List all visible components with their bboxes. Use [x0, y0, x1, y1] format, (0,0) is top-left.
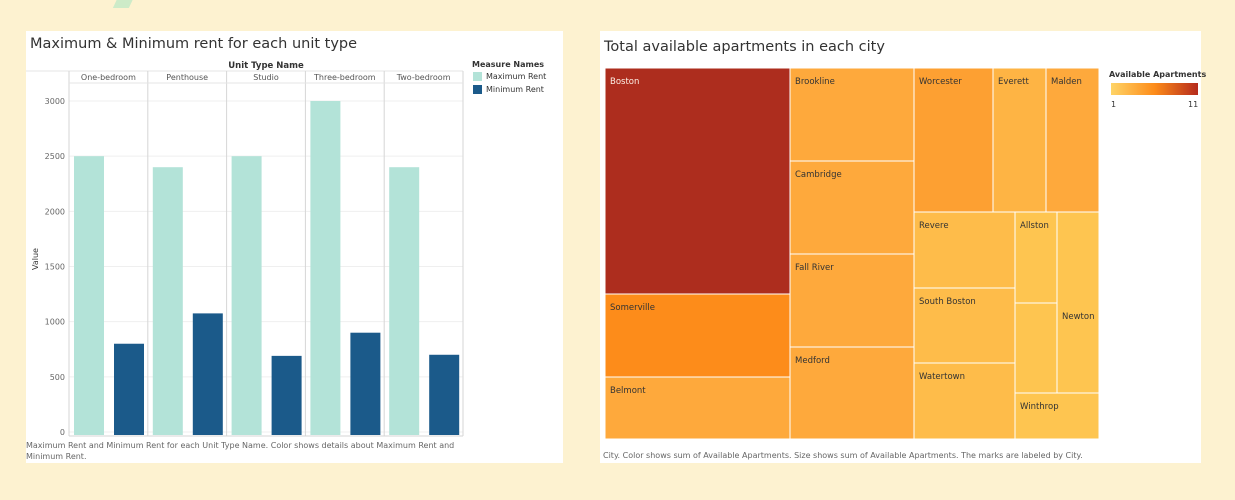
apartments-chart-caption: City. Color shows sum of Available Apart… — [603, 451, 1083, 460]
corner-decoration — [112, 0, 140, 8]
category-label: Three-bedroom — [313, 73, 376, 82]
y-axis-title: Value — [31, 248, 40, 270]
y-tick-label: 2000 — [45, 207, 65, 216]
color-legend-bar — [1111, 83, 1198, 95]
bar-maximum-rent-penthouse — [152, 167, 183, 435]
treemap-label-belmont: Belmont — [610, 386, 646, 396]
rent-chart-panel: Maximum & Minimum rent for each unit typ… — [26, 31, 563, 463]
treemap-cell-winthrop — [1014, 392, 1100, 440]
treemap-label-fall-river: Fall River — [795, 263, 834, 273]
color-legend-min: 1 — [1111, 100, 1117, 109]
treemap-cell-belmont — [604, 376, 791, 440]
apartments-chart-title: Total available apartments in each city — [604, 39, 885, 55]
legend-swatch-maximum-rent — [473, 72, 482, 81]
color-legend-title: Available Apartments — [1109, 70, 1207, 79]
treemap-label-watertown: Watertown — [919, 372, 965, 382]
bar-minimum-rent-two-bedroom — [429, 354, 460, 435]
rent-bar-chart: Unit Type Name 0 500 1000 1500 2000 2500 3000 Va… — [26, 61, 464, 437]
rent-chart-caption: Maximum Rent and Minimum Rent for each U… — [26, 441, 455, 461]
apartments-chart-panel: Total available apartments in each city … — [600, 31, 1206, 463]
treemap-cell-revere — [913, 211, 1016, 289]
category-label: Studio — [253, 73, 279, 82]
bar-maximum-rent-one-bedroom — [74, 156, 104, 435]
treemap-label-south-boston: South Boston — [919, 297, 976, 307]
treemap-label-worcester: Worcester — [919, 77, 962, 87]
color-legend-max: 11 — [1188, 100, 1199, 109]
treemap-label-newton: Newton — [1062, 312, 1094, 322]
category-label: Two-bedroom — [396, 73, 451, 82]
treemap-label-winthrop: Winthrop — [1020, 402, 1059, 412]
treemap-cell-fall-river — [789, 253, 915, 348]
bar-minimum-rent-studio — [271, 355, 302, 435]
treemap-label-cambridge: Cambridge — [795, 170, 842, 180]
y-tick-label: 3000 — [45, 97, 65, 106]
treemap-cell-boston — [604, 67, 791, 295]
bar-minimum-rent-three-bedroom — [350, 332, 381, 435]
treemap-label-brookline: Brookline — [795, 77, 835, 87]
treemap-label-malden: Malden — [1051, 77, 1082, 87]
treemap-cell-south-boston — [913, 287, 1016, 364]
bar-maximum-rent-two-bedroom — [389, 167, 420, 435]
bar-minimum-rent-penthouse — [192, 313, 223, 435]
legend-swatch-minimum-rent — [473, 85, 482, 94]
treemap-cell-worcester — [913, 67, 994, 213]
treemap-cell-malden — [1045, 67, 1100, 213]
treemap-cell-brookline — [789, 67, 915, 162]
legend-label-maximum-rent: Maximum Rent — [486, 72, 547, 81]
category-label: Penthouse — [166, 73, 208, 82]
treemap-label-boston: Boston — [610, 77, 639, 87]
bar-minimum-rent-one-bedroom — [114, 343, 144, 435]
measure-legend-title: Measure Names — [472, 60, 545, 69]
category-label: One-bedroom — [81, 73, 136, 82]
column-header-label: Unit Type Name — [228, 61, 304, 71]
treemap-cell-watertown — [913, 362, 1016, 440]
legend-label-minimum-rent: Minimum Rent — [486, 85, 544, 94]
treemap-label-allston: Allston — [1020, 221, 1049, 231]
bar-maximum-rent-three-bedroom — [310, 101, 341, 435]
y-tick-label: 1000 — [45, 318, 65, 327]
treemap-label-somerville: Somerville — [610, 303, 655, 313]
y-tick-label: 0 — [60, 428, 65, 437]
treemap-cell-everett — [992, 67, 1047, 213]
treemap-cell-allston — [1014, 211, 1058, 304]
y-tick-label: 2500 — [45, 152, 65, 161]
bar-maximum-rent-studio — [231, 156, 262, 435]
treemap-cell-unlabeled — [1014, 302, 1058, 394]
apartments-treemap: Boston Somerville Belmont Brookline Cambridg… — [604, 67, 1100, 440]
treemap-label-revere: Revere — [919, 221, 949, 231]
rent-chart-title: Maximum & Minimum rent for each unit typ… — [30, 36, 358, 52]
treemap-label-everett: Everett — [998, 77, 1030, 87]
treemap-cell-newton — [1056, 211, 1100, 394]
treemap-label-medford: Medford — [795, 356, 830, 366]
y-tick-label: 1500 — [45, 263, 65, 272]
y-tick-label: 500 — [50, 373, 65, 382]
treemap-cell-medford — [789, 346, 915, 440]
